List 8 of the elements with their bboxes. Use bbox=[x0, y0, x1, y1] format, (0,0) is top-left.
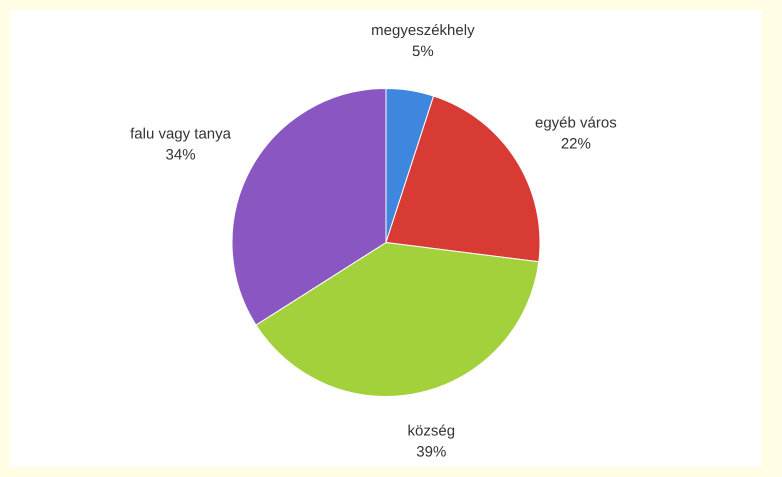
data-label: 39% bbox=[416, 444, 446, 461]
slice-label: megyeszékhely bbox=[371, 22, 476, 40]
slice-label: falu vagy tanya bbox=[130, 125, 232, 142]
data-label: 34% bbox=[166, 146, 196, 164]
slice-label: község bbox=[408, 422, 456, 440]
data-label: 22% bbox=[560, 135, 591, 152]
slice-label: egyéb város bbox=[534, 114, 617, 132]
data-label: 5% bbox=[412, 43, 434, 60]
